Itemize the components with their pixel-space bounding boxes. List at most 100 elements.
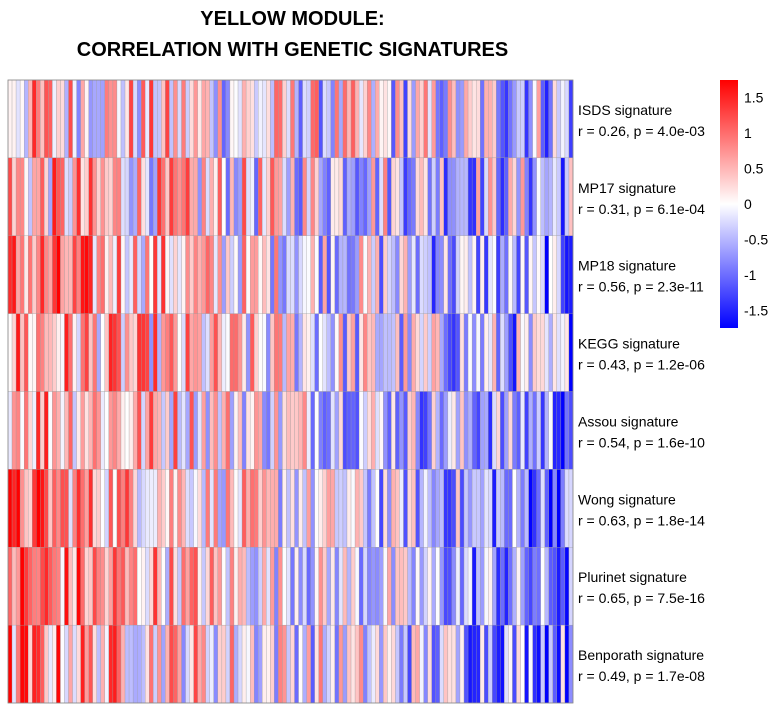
heatmap-cell: [120, 313, 126, 392]
heatmap-cell: [504, 79, 509, 159]
heatmap-cell: [278, 313, 283, 392]
colorbar: [720, 80, 738, 328]
heatmap-cell: [520, 391, 525, 470]
heatmap-cell: [447, 391, 453, 470]
heatmap-cell: [11, 391, 17, 470]
heatmap-cell: [112, 547, 118, 626]
heatmap-cell: [149, 313, 154, 392]
heatmap-cell: [80, 624, 85, 704]
heatmap-cell: [387, 79, 392, 159]
heatmap-cell: [536, 624, 541, 704]
heatmap-cell: [141, 313, 146, 392]
heatmap-cell: [15, 391, 21, 470]
heatmap-cell: [383, 235, 388, 314]
heatmap-cell: [52, 235, 57, 314]
heatmap-cell: [11, 157, 17, 236]
heatmap-cell: [383, 624, 388, 704]
heatmap-cell: [217, 313, 223, 392]
heatmap-cell: [346, 469, 352, 548]
heatmap-cell: [475, 157, 481, 236]
heatmap-cell: [314, 157, 319, 236]
heatmap-cell: [108, 469, 114, 548]
heatmap-cell: [197, 313, 202, 392]
heatmap-cell: [237, 235, 243, 314]
heatmap-cell: [492, 157, 497, 236]
heatmap-cell: [23, 313, 29, 392]
heatmap-cell: [290, 624, 295, 704]
heatmap-cell: [153, 391, 158, 470]
heatmap-cell: [326, 157, 332, 236]
heatmap-cell: [306, 624, 311, 704]
heatmap-cell: [451, 624, 457, 704]
heatmap-cell: [116, 313, 122, 392]
heatmap-cell: [475, 469, 481, 548]
heatmap-cell: [241, 469, 247, 548]
heatmap-cell: [471, 313, 477, 392]
heatmap-cell: [76, 624, 81, 704]
heatmap-cell: [136, 235, 142, 314]
heatmap-cell: [362, 235, 368, 314]
heatmap-cell: [213, 391, 219, 470]
heatmap-cell: [185, 547, 190, 626]
heatmap-cell: [157, 157, 162, 236]
heatmap-cell: [197, 624, 202, 704]
heatmap-cell: [229, 313, 235, 392]
heatmap-cell: [294, 79, 299, 159]
heatmap-cell: [96, 469, 101, 548]
heatmap-cell: [88, 391, 93, 470]
heatmap-cell: [262, 469, 267, 548]
heatmap-cell: [217, 547, 223, 626]
heatmap-cell: [233, 235, 239, 314]
heatmap-cell: [241, 624, 247, 704]
heatmap-cell: [124, 469, 130, 548]
heatmap-cell: [249, 157, 255, 236]
colorbar-tick-label: 1: [744, 125, 752, 141]
heatmap-cell: [128, 469, 134, 548]
heatmap-cell: [520, 547, 525, 626]
heatmap-cell: [334, 235, 340, 314]
heatmap-cell: [564, 157, 570, 236]
heatmap-cell: [415, 391, 420, 470]
heatmap-cell: [11, 235, 17, 314]
heatmap-cell: [60, 624, 65, 704]
heatmap-cell: [229, 235, 235, 314]
heatmap-cell: [435, 313, 440, 392]
heatmap-cell: [96, 547, 101, 626]
heatmap-cell: [467, 547, 473, 626]
heatmap-cell: [262, 391, 267, 470]
heatmap-cell: [330, 391, 336, 470]
heatmap-cell: [245, 469, 251, 548]
heatmap-cell: [237, 79, 243, 159]
heatmap-cell: [302, 79, 307, 159]
heatmap-cell: [193, 391, 198, 470]
heatmap-cell: [60, 79, 65, 159]
heatmap-cell: [302, 624, 307, 704]
heatmap-cell: [362, 391, 368, 470]
heatmap-cell: [536, 157, 541, 236]
heatmap-cell: [217, 79, 223, 159]
heatmap-cell: [161, 235, 166, 314]
heatmap-cell: [76, 157, 81, 236]
heatmap-cell: [314, 547, 319, 626]
heatmap-cell: [177, 235, 182, 314]
heatmap-cell: [294, 157, 299, 236]
heatmap-cell: [197, 157, 202, 236]
heatmap-cell: [153, 157, 158, 236]
heatmap-cell: [23, 391, 29, 470]
heatmap-cell: [132, 79, 138, 159]
heatmap-cell: [463, 469, 469, 548]
heatmap-cell: [249, 624, 255, 704]
heatmap-cell: [286, 313, 291, 392]
heatmap-cell: [508, 235, 513, 314]
heatmap-cell: [512, 624, 517, 704]
heatmap-cell: [282, 391, 287, 470]
heatmap-cell: [128, 235, 134, 314]
heatmap-cell: [500, 624, 505, 704]
heatmap-cell: [217, 624, 223, 704]
heatmap-cell: [165, 79, 170, 159]
heatmap-cell: [504, 157, 509, 236]
heatmap-cell: [221, 313, 227, 392]
heatmap-cell: [258, 624, 263, 704]
heatmap-cell: [169, 313, 174, 392]
heatmap-cell: [387, 547, 392, 626]
